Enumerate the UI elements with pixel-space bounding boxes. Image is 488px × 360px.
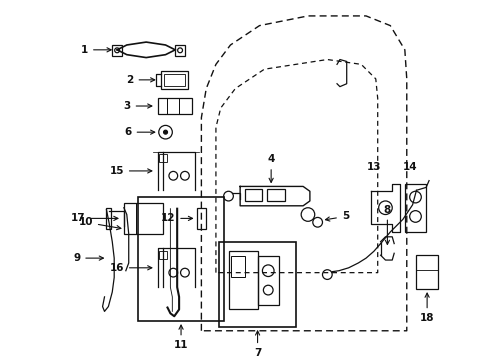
Bar [231, 256, 244, 278]
Text: 2: 2 [126, 75, 154, 85]
Text: 5: 5 [325, 211, 348, 221]
Text: 3: 3 [123, 101, 152, 111]
Text: 10: 10 [78, 217, 121, 230]
Bar [257, 256, 278, 305]
Text: 15: 15 [109, 166, 152, 176]
Text: 6: 6 [124, 127, 154, 137]
Text: 9: 9 [73, 253, 103, 263]
Text: 4: 4 [267, 154, 274, 183]
Bar [416, 255, 437, 289]
Bar [267, 189, 284, 201]
Bar [228, 251, 257, 310]
Text: 16: 16 [109, 263, 152, 273]
Bar [138, 197, 223, 321]
Bar [112, 45, 122, 56]
Bar [218, 242, 296, 327]
Bar [158, 98, 191, 114]
Text: 1: 1 [81, 45, 111, 55]
Bar [159, 251, 166, 259]
Bar [106, 208, 111, 229]
Text: 8: 8 [383, 204, 390, 244]
Text: 11: 11 [173, 325, 188, 351]
Text: 14: 14 [402, 162, 416, 172]
Bar [196, 208, 206, 229]
Bar [159, 154, 166, 162]
Text: 7: 7 [253, 331, 261, 358]
Bar [175, 45, 184, 56]
Text: 12: 12 [161, 213, 192, 224]
Bar [404, 184, 425, 232]
Bar [123, 203, 163, 234]
Text: 18: 18 [419, 293, 433, 323]
Bar [244, 189, 262, 201]
Text: 17: 17 [70, 213, 118, 224]
Circle shape [163, 130, 167, 134]
Text: 13: 13 [366, 162, 380, 172]
Bar [161, 71, 187, 89]
Bar [163, 74, 184, 86]
